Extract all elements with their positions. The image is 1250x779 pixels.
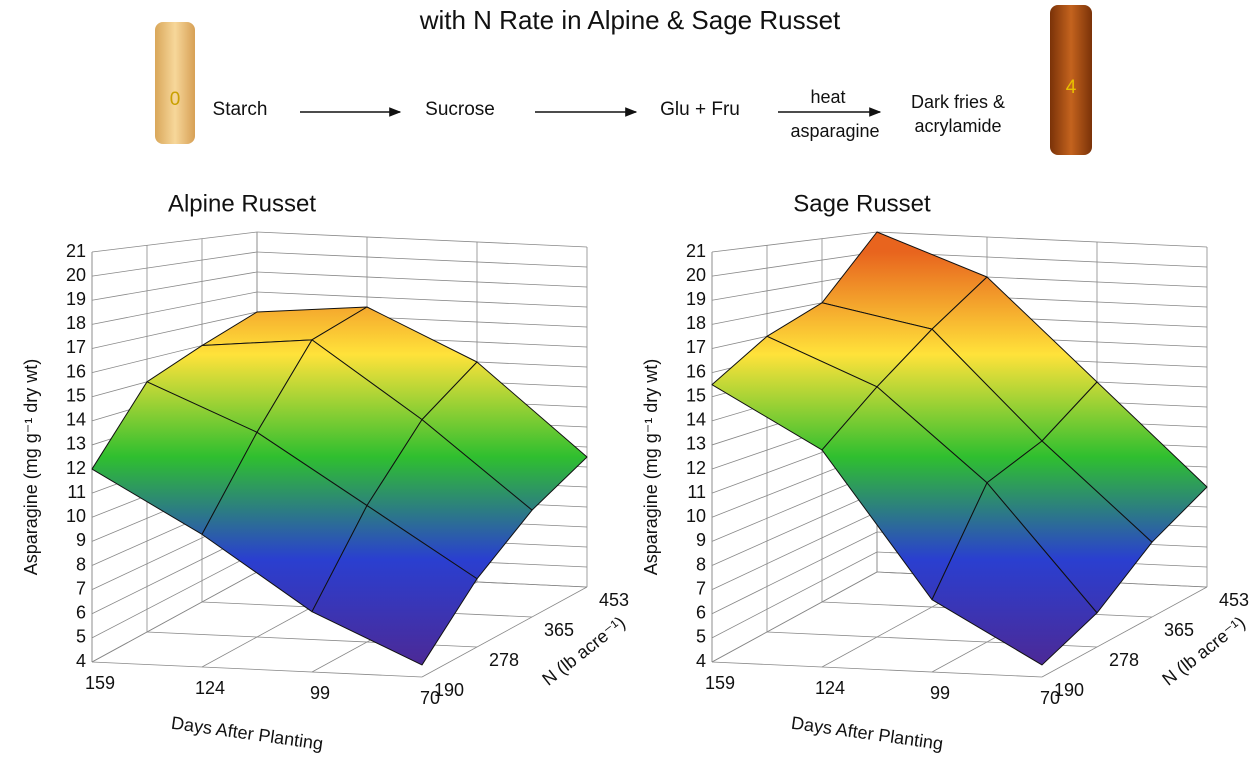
z-tick-label: 7 (76, 578, 86, 598)
end-score: 4 (1066, 77, 1077, 98)
z-tick-label: 7 (696, 578, 706, 598)
step: Starch (213, 99, 268, 120)
z-tick-label: 10 (686, 506, 706, 526)
z-tick-label: 13 (66, 434, 86, 454)
z-tick-label: 19 (686, 289, 706, 309)
grid-line (91, 571, 258, 663)
z-axis-label: Asparagine (mg g⁻¹ dry wt) (641, 359, 661, 576)
grid-line (256, 231, 588, 248)
grid-line (91, 271, 258, 301)
x-tick-label: 99 (310, 683, 330, 703)
grid-line (91, 251, 258, 277)
x-axis-label: Days After Planting (790, 713, 944, 754)
z-tick-label: 13 (686, 434, 706, 454)
surface-patch (311, 505, 478, 666)
z-tick-label: 21 (686, 241, 706, 261)
grid-line (91, 231, 258, 253)
z-tick-label: 8 (76, 554, 86, 574)
z-tick-label: 19 (66, 289, 86, 309)
z-tick-label: 12 (686, 458, 706, 478)
x-tick-label: 70 (420, 688, 440, 708)
step: Sucrose (425, 99, 495, 120)
grid-line (91, 661, 423, 678)
z-tick-label: 12 (66, 458, 86, 478)
depth-tick-label: 365 (1164, 620, 1194, 640)
z-tick-label: 10 (66, 506, 86, 526)
chart-title: Sage Russet (793, 190, 931, 217)
z-tick-label: 8 (696, 554, 706, 574)
z-tick-label: 5 (696, 627, 706, 647)
chart-title: Alpine Russet (168, 190, 316, 217)
grid-line (711, 251, 878, 277)
step: Glu + Fru (660, 99, 740, 120)
z-tick-label: 14 (686, 410, 706, 430)
grid-line (711, 491, 878, 566)
fry-light (155, 22, 195, 144)
start-score: 0 (170, 89, 181, 110)
fry-dark (1050, 5, 1092, 155)
grid-line (1041, 586, 1208, 678)
x-tick-label: 159 (705, 673, 735, 693)
z-tick-label: 17 (66, 337, 86, 357)
z-tick-label: 16 (66, 361, 86, 381)
z-tick-label: 18 (686, 313, 706, 333)
x-tick-label: 124 (815, 678, 845, 698)
z-tick-label: 20 (686, 265, 706, 285)
product: Dark fries & (911, 92, 1005, 112)
product: acrylamide (914, 116, 1001, 136)
z-tick-label: 4 (696, 651, 706, 671)
z-tick-label: 21 (66, 241, 86, 261)
z-tick-label: 9 (76, 530, 86, 550)
z-tick-label: 15 (66, 385, 86, 405)
arrow-label: heat (810, 87, 845, 107)
z-tick-label: 17 (686, 337, 706, 357)
depth-tick-label: 190 (1054, 680, 1084, 700)
grid-line (711, 551, 878, 639)
grid-line (711, 661, 1043, 678)
z-tick-label: 15 (686, 385, 706, 405)
grid-line (91, 291, 258, 325)
z-tick-label: 11 (67, 482, 86, 502)
grid-line (256, 271, 588, 288)
grid-line (711, 231, 878, 253)
grid-line (91, 311, 258, 349)
z-tick-label: 18 (66, 313, 86, 333)
depth-tick-label: 278 (489, 650, 519, 670)
grid-line (711, 531, 878, 615)
depth-tick-label: 190 (434, 680, 464, 700)
x-tick-label: 99 (930, 683, 950, 703)
grid-line (421, 586, 588, 678)
z-tick-label: 11 (687, 482, 706, 502)
x-tick-label: 159 (85, 673, 115, 693)
z-tick-label: 6 (696, 603, 706, 623)
z-tick-label: 6 (76, 603, 86, 623)
z-tick-label: 9 (696, 530, 706, 550)
depth-tick-label: 453 (1219, 590, 1249, 610)
grid-line (256, 291, 588, 308)
z-tick-label: 14 (66, 410, 86, 430)
surface-patch (931, 482, 1098, 666)
z-axis-label: Asparagine (mg g⁻¹ dry wt) (21, 359, 41, 576)
depth-tick-label: 365 (544, 620, 574, 640)
grid-line (91, 551, 258, 639)
grid-line (256, 251, 588, 268)
z-tick-label: 16 (686, 361, 706, 381)
page-title: with N Rate in Alpine & Sage Russet (419, 5, 841, 35)
x-tick-label: 70 (1040, 688, 1060, 708)
x-axis-label: Days After Planting (170, 713, 324, 754)
depth-tick-label: 453 (599, 590, 629, 610)
z-tick-label: 5 (76, 627, 86, 647)
depth-tick-label: 278 (1109, 650, 1139, 670)
arrow-label: asparagine (790, 121, 879, 141)
grid-line (711, 571, 878, 663)
grid-line (876, 231, 1208, 248)
z-tick-label: 20 (66, 265, 86, 285)
z-tick-label: 4 (76, 651, 86, 671)
grid-line (711, 511, 878, 591)
x-tick-label: 124 (195, 678, 225, 698)
